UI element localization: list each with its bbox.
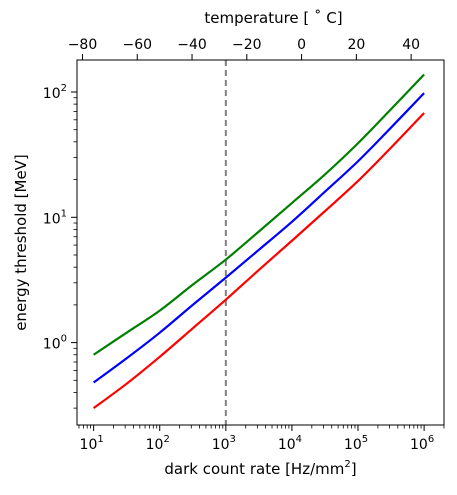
series-line-3 — [92, 112, 425, 410]
labels-layer: 101 102 103 104 105 106 100 101 102 −80 −60 −40 −20 0… — [12, 9, 434, 478]
top-tick-label: 0 — [297, 37, 306, 53]
y-tick-label: 101 — [43, 208, 67, 227]
x-axis-label: dark count rate [Hz/mm2] — [164, 459, 356, 478]
top-tick-label: −20 — [232, 37, 262, 53]
top-tick-label: 20 — [347, 37, 365, 53]
top-tick-label: −80 — [68, 37, 98, 53]
y-axis-label: energy threshold [MeV] — [12, 154, 30, 331]
series-line-1 — [93, 73, 425, 356]
x-tick-label: 106 — [410, 434, 434, 453]
series-layer — [92, 60, 425, 425]
x-tick-label: 102 — [146, 434, 170, 453]
x-tick-label: 104 — [278, 434, 302, 453]
top-tick-label: −60 — [122, 37, 152, 53]
axes-layer — [71, 54, 445, 431]
x-tick-label: 103 — [212, 434, 236, 453]
x-tick-label: 101 — [80, 434, 104, 453]
series-line-2 — [92, 92, 425, 384]
y-tick-label: 100 — [43, 334, 67, 353]
top-tick-label: 40 — [402, 37, 420, 53]
top-axis-label: temperature [ ˚ C] — [204, 9, 342, 27]
y-tick-label: 102 — [43, 83, 67, 102]
plot-frame — [76, 59, 445, 426]
x-tick-label: 105 — [344, 434, 368, 453]
top-tick-label: −40 — [177, 37, 207, 53]
